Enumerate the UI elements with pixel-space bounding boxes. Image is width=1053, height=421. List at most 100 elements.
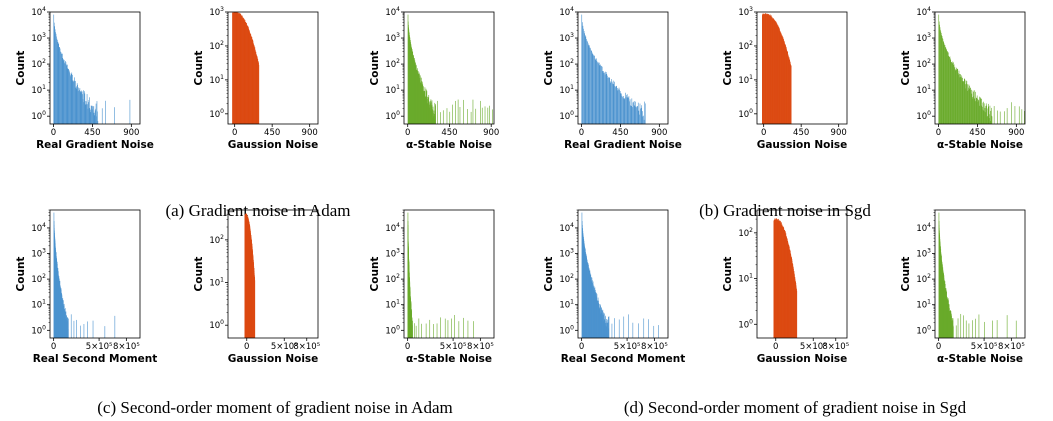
bar — [964, 84, 966, 124]
bar — [947, 52, 949, 124]
bar — [594, 58, 596, 124]
x-tick-label: 0 — [51, 342, 56, 352]
bar — [63, 60, 64, 124]
bar — [1006, 108, 1008, 124]
y-axis-label: Count — [369, 257, 381, 292]
bar — [621, 95, 623, 124]
bar — [989, 114, 990, 124]
y-axis-label: Count — [722, 51, 734, 86]
bar — [88, 100, 90, 124]
bar — [593, 55, 595, 124]
bar — [59, 47, 60, 124]
y-tick-label: 101 — [385, 84, 400, 96]
bar — [984, 321, 985, 338]
bar — [93, 112, 94, 124]
bar — [981, 98, 982, 124]
bar — [95, 108, 96, 124]
bar — [628, 97, 629, 124]
bar — [987, 108, 989, 124]
bar — [968, 87, 969, 124]
bar — [962, 81, 964, 124]
bar — [61, 53, 63, 124]
bar — [618, 87, 620, 124]
bar — [597, 62, 599, 124]
bar — [70, 314, 72, 338]
bar — [53, 22, 55, 124]
x-tick-label: 0 — [51, 128, 56, 138]
y-tick-label: 103 — [385, 32, 400, 44]
bar — [78, 87, 79, 124]
bar — [66, 64, 68, 124]
y-tick-label: 101 — [209, 277, 224, 289]
bar — [628, 314, 629, 338]
y-axis-label: Count — [193, 257, 205, 292]
x-tick-label: 900 — [651, 128, 667, 138]
axes-frame — [49, 209, 141, 339]
y-tick-label: 104 — [559, 222, 574, 234]
bar — [976, 97, 977, 124]
y-tick-label: 100 — [916, 110, 931, 122]
bar — [444, 318, 446, 338]
bar — [69, 73, 71, 124]
y-tick-label: 103 — [31, 32, 46, 44]
bar — [82, 94, 83, 124]
y-axis-label: Count — [543, 257, 555, 292]
bars — [581, 212, 659, 338]
bar — [992, 320, 993, 338]
x-tick-label: 0 — [405, 342, 410, 352]
bar — [961, 76, 963, 124]
bar — [622, 98, 624, 124]
bar — [643, 119, 645, 124]
bar — [648, 319, 649, 338]
bar — [596, 60, 598, 124]
y-tick-label: 103 — [385, 248, 400, 260]
bar — [433, 324, 434, 338]
y-axis-label: Count — [900, 257, 912, 292]
bar — [57, 41, 59, 125]
bar — [972, 98, 973, 124]
bar — [87, 321, 88, 338]
bar — [637, 102, 639, 124]
bar — [941, 35, 943, 125]
bar — [653, 325, 655, 338]
bar — [1006, 315, 1008, 338]
bar — [985, 103, 987, 124]
bar — [60, 52, 62, 124]
bar — [58, 44, 60, 124]
bar — [951, 61, 952, 124]
bar — [440, 112, 441, 124]
y-tick-label: 102 — [559, 273, 574, 285]
bar — [634, 105, 636, 124]
bar — [1015, 320, 1017, 338]
bar — [598, 63, 599, 124]
bar — [611, 81, 613, 124]
bar — [966, 83, 967, 124]
bar — [606, 74, 608, 124]
bar — [63, 59, 65, 124]
y-tick-label: 104 — [916, 222, 931, 234]
bar — [91, 106, 92, 124]
bar — [429, 319, 431, 338]
bar — [84, 93, 86, 124]
bar — [74, 80, 76, 124]
bar — [95, 103, 97, 124]
bar — [976, 95, 978, 124]
y-axis-label: Count — [543, 51, 555, 86]
bar — [71, 72, 73, 124]
x-tick-label: 0 — [579, 128, 584, 138]
x-tick-label: 0 — [773, 342, 778, 352]
x-tick-label: 8×10⁵ — [293, 342, 320, 352]
bar — [947, 52, 949, 125]
bar — [614, 86, 616, 124]
bar — [588, 45, 590, 125]
x-tick-label: 0 — [232, 128, 237, 138]
bar — [457, 99, 459, 124]
bar — [480, 100, 481, 124]
x-tick-label: 450 — [84, 128, 100, 138]
bar — [71, 73, 72, 124]
bar — [623, 316, 625, 338]
y-axis-label: Count — [15, 257, 27, 292]
bar — [75, 86, 77, 124]
y-tick-label: 100 — [209, 108, 224, 120]
